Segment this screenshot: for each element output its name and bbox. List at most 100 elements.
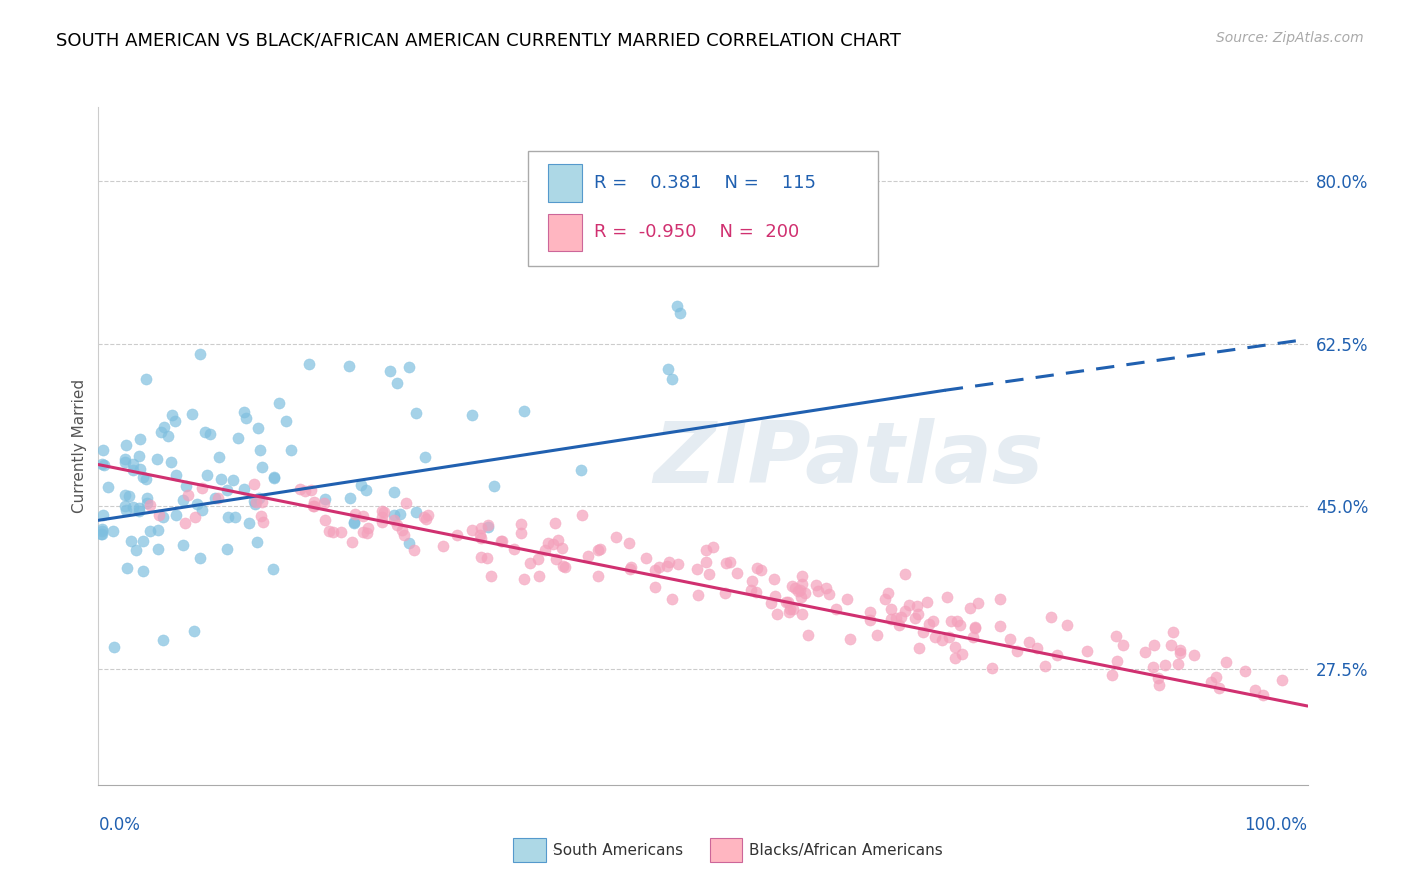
- Point: [806, 577, 828, 591]
- Point: [551, 541, 574, 556]
- Point: [962, 630, 984, 644]
- Point: [491, 533, 513, 548]
- Point: [894, 566, 917, 581]
- Point: [357, 521, 380, 535]
- Point: [121, 458, 143, 472]
- Point: [967, 596, 990, 610]
- Point: [302, 495, 325, 509]
- Point: [1147, 671, 1170, 685]
- Point: [880, 612, 903, 626]
- Point: [93, 458, 115, 473]
- Point: [301, 500, 323, 514]
- Point: [792, 576, 814, 591]
- Point: [907, 640, 929, 655]
- Point: [382, 513, 405, 527]
- Point: [90, 526, 112, 541]
- Point: [905, 599, 928, 613]
- Point: [481, 568, 503, 582]
- Point: [460, 523, 482, 537]
- Point: [370, 516, 392, 530]
- Point: [1026, 640, 1049, 655]
- Point: [103, 640, 125, 654]
- Point: [174, 516, 197, 530]
- Point: [644, 580, 666, 594]
- Point: [745, 561, 768, 575]
- Point: [1018, 635, 1040, 649]
- Text: 100.0%: 100.0%: [1244, 816, 1308, 834]
- Point: [576, 549, 599, 563]
- Point: [190, 347, 212, 361]
- Point: [1243, 682, 1265, 697]
- Point: [586, 543, 609, 558]
- Point: [343, 507, 366, 521]
- Point: [180, 407, 202, 421]
- Point: [146, 452, 169, 467]
- Point: [1168, 646, 1191, 660]
- Point: [939, 614, 962, 628]
- Point: [97, 480, 120, 494]
- Point: [745, 585, 768, 599]
- Point: [204, 491, 226, 505]
- Point: [232, 405, 254, 419]
- Point: [128, 503, 150, 517]
- Point: [981, 661, 1004, 675]
- Point: [232, 482, 254, 496]
- Text: 115: 115: [553, 849, 555, 851]
- Point: [1160, 638, 1182, 652]
- Point: [217, 509, 239, 524]
- Point: [190, 481, 212, 495]
- Point: [778, 605, 800, 619]
- Point: [246, 535, 269, 549]
- Point: [763, 589, 786, 603]
- Point: [252, 516, 274, 530]
- Point: [780, 579, 803, 593]
- Point: [370, 509, 392, 524]
- Point: [114, 438, 136, 452]
- Point: [1107, 654, 1129, 668]
- Point: [657, 361, 679, 376]
- Point: [190, 551, 212, 566]
- Point: [90, 522, 112, 536]
- Point: [132, 534, 155, 549]
- Point: [405, 406, 427, 420]
- Point: [209, 472, 232, 486]
- Point: [1208, 681, 1230, 695]
- Point: [589, 542, 612, 557]
- Point: [644, 563, 666, 577]
- Point: [314, 513, 336, 527]
- Point: [224, 510, 246, 524]
- Point: [156, 429, 179, 443]
- Point: [262, 561, 284, 575]
- Point: [382, 508, 405, 522]
- Point: [688, 588, 710, 602]
- Point: [243, 477, 266, 491]
- Point: [221, 473, 243, 487]
- Point: [605, 530, 627, 544]
- Point: [907, 607, 929, 622]
- Point: [571, 508, 593, 522]
- Point: [250, 459, 273, 474]
- Point: [135, 472, 157, 486]
- Point: [657, 558, 679, 573]
- Point: [1112, 638, 1135, 652]
- Point: [897, 599, 920, 613]
- Point: [195, 467, 218, 482]
- Point: [776, 595, 799, 609]
- Point: [887, 617, 910, 632]
- Point: [183, 624, 205, 639]
- Point: [569, 463, 592, 477]
- Point: [634, 550, 657, 565]
- Point: [129, 462, 152, 476]
- Point: [314, 491, 336, 506]
- Point: [838, 632, 860, 646]
- Point: [1040, 610, 1063, 624]
- Point: [1033, 658, 1056, 673]
- Point: [243, 493, 266, 508]
- Point: [263, 470, 285, 484]
- Point: [818, 587, 841, 601]
- Point: [243, 497, 266, 511]
- Point: [741, 574, 763, 588]
- Point: [1000, 632, 1022, 646]
- Point: [866, 628, 889, 642]
- Point: [963, 619, 986, 633]
